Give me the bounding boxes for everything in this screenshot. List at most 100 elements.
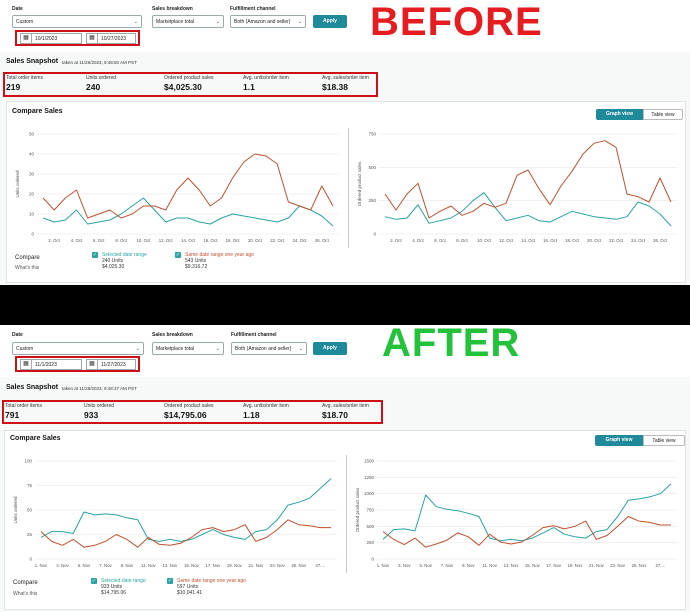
table-view-button[interactable]: Table view bbox=[643, 435, 685, 446]
legend-last-year[interactable]: ✓ Same date range one year ago 597 Units… bbox=[167, 578, 246, 596]
metric-total-order-items: Total order items 219 bbox=[6, 75, 43, 92]
chevron-down-icon: ⌄ bbox=[135, 346, 140, 352]
table-view-button[interactable]: Table view bbox=[643, 109, 683, 120]
x-tick-label: 21. Nov bbox=[589, 563, 605, 568]
x-tick-label: 7. Nov bbox=[99, 563, 112, 568]
date-highlight-box bbox=[15, 30, 140, 46]
metric-units-ordered: Units ordered 240 bbox=[86, 75, 117, 92]
chevron-down-icon: ⌄ bbox=[215, 19, 220, 25]
legend-selected-range[interactable]: ✓ Selected date range 240 Units $4,025.3… bbox=[92, 252, 147, 270]
checkbox-checked-icon[interactable]: ✓ bbox=[167, 578, 173, 584]
y-tick-label: 40 bbox=[29, 152, 35, 157]
x-tick-label: 15. Nov bbox=[525, 563, 541, 568]
x-tick-label: 25. Nov bbox=[291, 563, 307, 568]
x-tick-label: 11. Nov bbox=[482, 563, 497, 568]
compare-sales-card: Compare Sales Graph view Table view 0 25 5… bbox=[4, 430, 686, 610]
y-tick-label: 750 bbox=[366, 508, 374, 513]
x-tick-label: 18. Oct bbox=[565, 238, 580, 243]
x-tick-label: 8. Oct bbox=[115, 238, 127, 243]
x-tick-label: 2. Oct bbox=[48, 238, 60, 243]
x-tick-label: 27.... bbox=[315, 563, 325, 568]
x-tick-label: 1. Nov bbox=[377, 563, 390, 568]
date-label: Date bbox=[12, 332, 23, 338]
product-sales-chart: 0 250 500 750 Ordered product sales 2. Oct 4. … bbox=[357, 132, 677, 243]
x-tick-label: 24. Oct bbox=[293, 238, 308, 243]
whats-this-link[interactable]: What's this bbox=[15, 265, 40, 271]
legend-last-year[interactable]: ✓ Same date range one year ago 543 Units… bbox=[175, 252, 254, 270]
x-tick-label: 15. Nov bbox=[184, 563, 200, 568]
y-tick-label: 75 bbox=[27, 483, 33, 488]
x-tick-label: 14. Oct bbox=[521, 238, 536, 243]
sales-breakdown-select[interactable]: Marketplace total ⌄ bbox=[152, 15, 224, 28]
x-tick-label: 17. Nov bbox=[205, 563, 221, 568]
x-tick-label: 21. Nov bbox=[248, 563, 264, 568]
metric-ordered-product-sales: Ordered product sales $4,025.30 bbox=[164, 75, 214, 92]
fulfillment-label: Fulfillment channel bbox=[231, 332, 277, 338]
checkbox-checked-icon[interactable]: ✓ bbox=[91, 578, 97, 584]
y-tick-label: 750 bbox=[368, 132, 376, 137]
x-tick-label: 13. Nov bbox=[162, 563, 178, 568]
x-tick-label: 3. Nov bbox=[398, 563, 411, 568]
sales-breakdown-select[interactable]: Marketplace total ⌄ bbox=[152, 342, 224, 355]
chart-divider bbox=[346, 455, 347, 573]
snapshot-timestamp: taken at 11/28/2023, 9:48:50 AM PST bbox=[62, 60, 137, 65]
compare-label: Compare bbox=[15, 255, 40, 261]
y-axis-label: Ordered product sales bbox=[357, 161, 362, 206]
apply-button[interactable]: Apply bbox=[313, 15, 347, 28]
x-tick-label: 1. Nov bbox=[35, 563, 48, 568]
fulfillment-select[interactable]: Both (Amazon and seller) ⌄ bbox=[230, 15, 306, 28]
metric-units-ordered: Units ordered 933 bbox=[84, 403, 115, 420]
graph-view-button[interactable]: Graph view bbox=[596, 109, 643, 120]
metric-avg-units: Avg. units/order item 1.18 bbox=[243, 403, 289, 420]
date-highlight-box bbox=[15, 356, 140, 372]
y-axis-label: Units ordered bbox=[13, 496, 18, 524]
fulfillment-select[interactable]: Both (Amazon and seller) ⌄ bbox=[231, 342, 307, 355]
date-range-select[interactable]: Custom ⌄ bbox=[12, 15, 142, 28]
start-date-input[interactable]: ▦ 11/1/2023 bbox=[20, 359, 82, 370]
y-tick-label: 100 bbox=[24, 459, 32, 464]
after-panel: Sales Snapshot taken at 11/28/2023, 9:48… bbox=[0, 377, 690, 612]
product-sales-chart: 0 250 500 750 1000 1250 1500 Ordered product sa… bbox=[355, 459, 677, 568]
apply-button[interactable]: Apply bbox=[313, 342, 347, 355]
series-line-last-year bbox=[382, 516, 671, 548]
end-date-input[interactable]: ▦ 10/27/2023 bbox=[86, 33, 136, 44]
x-tick-label: 4. Oct bbox=[71, 238, 83, 243]
checkbox-checked-icon[interactable]: ✓ bbox=[92, 252, 98, 258]
x-tick-label: 17. Nov bbox=[546, 563, 562, 568]
chart-divider bbox=[348, 128, 349, 248]
x-tick-label: 23. Nov bbox=[610, 563, 626, 568]
x-tick-label: 18. Oct bbox=[226, 238, 241, 243]
y-axis-label: Ordered product sales bbox=[355, 487, 360, 532]
series-line-last-year bbox=[40, 519, 331, 548]
calendar-icon: ▦ bbox=[21, 34, 32, 43]
end-date-input[interactable]: ▦ 11/27/2023 bbox=[86, 359, 136, 370]
y-tick-label: 0 bbox=[29, 557, 32, 562]
graph-view-button[interactable]: Graph view bbox=[595, 435, 643, 446]
series-line-selected bbox=[42, 197, 334, 227]
metrics-highlight-box bbox=[3, 72, 378, 97]
legend-selected-range[interactable]: ✓ Selected date range 933 Units $14,795.… bbox=[91, 578, 146, 596]
x-tick-label: 14. Oct bbox=[181, 238, 196, 243]
x-tick-label: 7. Nov bbox=[441, 563, 454, 568]
x-tick-label: 5. Nov bbox=[419, 563, 432, 568]
y-tick-label: 0 bbox=[373, 232, 376, 237]
y-tick-label: 250 bbox=[366, 540, 374, 545]
checkbox-checked-icon[interactable]: ✓ bbox=[175, 252, 181, 258]
snapshot-title: Sales Snapshot bbox=[6, 58, 59, 65]
before-filter-bar: Date Custom ⌄ Sales breakdown Marketplace… bbox=[0, 0, 690, 52]
x-tick-label: 23. Nov bbox=[270, 563, 286, 568]
after-banner: AFTER bbox=[382, 321, 521, 365]
chevron-down-icon: ⌄ bbox=[297, 19, 302, 25]
y-tick-label: 0 bbox=[371, 557, 374, 562]
x-tick-label: 19. Nov bbox=[227, 563, 243, 568]
x-tick-label: 9. Nov bbox=[462, 563, 475, 568]
separator bbox=[0, 285, 690, 325]
x-tick-label: 10. Oct bbox=[136, 238, 151, 243]
whats-this-link[interactable]: What's this bbox=[13, 591, 38, 597]
metric-avg-units: Avg. units/order item 1.1 bbox=[243, 75, 289, 92]
x-tick-label: 13. Nov bbox=[504, 563, 520, 568]
x-tick-label: 16. Oct bbox=[543, 238, 558, 243]
date-range-select[interactable]: Custom ⌄ bbox=[12, 342, 144, 355]
start-date-input[interactable]: ▦ 10/1/2023 bbox=[20, 33, 82, 44]
x-tick-label: 9. Nov bbox=[121, 563, 134, 568]
